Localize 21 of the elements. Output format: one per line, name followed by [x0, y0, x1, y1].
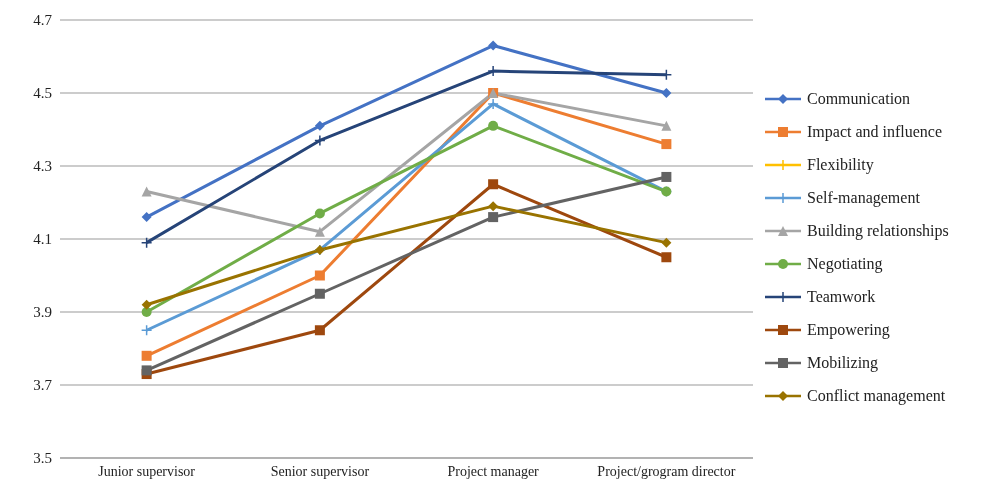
x-tick-label: Senior supervisor — [270, 463, 370, 479]
legend-label: Building relationships — [807, 221, 949, 240]
x-tick-label: Project manager — [447, 463, 540, 479]
y-tick-label: 3.7 — [33, 377, 53, 394]
legend-label: Flexibility — [807, 155, 874, 174]
x-tick-label: Project/grogram director — [597, 463, 736, 479]
legend-label: Communication — [807, 89, 911, 108]
legend-label: Mobilizing — [807, 353, 879, 372]
y-tick-label: 3.5 — [33, 450, 52, 467]
legend-label: Negotiating — [807, 254, 883, 273]
legend-label: Teamwork — [807, 287, 876, 306]
y-tick-label: 4.3 — [33, 158, 52, 175]
y-tick-label: 4.1 — [33, 231, 52, 248]
y-tick-label: 4.5 — [33, 85, 52, 102]
y-tick-label: 4.7 — [33, 12, 53, 29]
legend-label: Conflict management — [807, 386, 946, 405]
legend-label: Self-management — [807, 188, 920, 207]
legend-label: Impact and influence — [807, 122, 943, 141]
y-tick-label: 3.9 — [33, 304, 52, 321]
x-tick-label: Junior supervisor — [98, 463, 196, 479]
legend-label: Empowering — [807, 320, 890, 339]
